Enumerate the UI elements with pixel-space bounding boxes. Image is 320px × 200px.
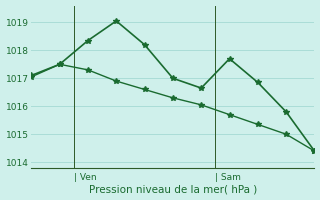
X-axis label: Pression niveau de la mer( hPa ): Pression niveau de la mer( hPa ) [89, 184, 257, 194]
Text: | Sam: | Sam [215, 173, 241, 182]
Text: | Ven: | Ven [74, 173, 96, 182]
